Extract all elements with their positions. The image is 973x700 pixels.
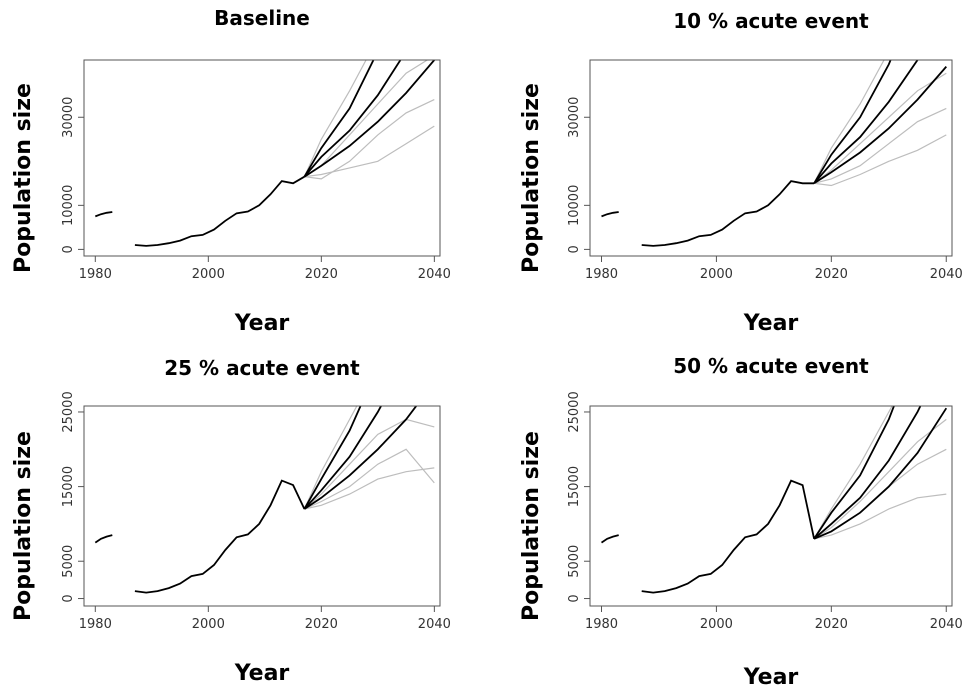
- x-axis-label: Year: [743, 665, 799, 690]
- chart-title: 25 % acute event: [164, 356, 360, 380]
- series-line: [813, 60, 892, 184]
- x-tick-label: 2040: [930, 617, 963, 632]
- series-line: [304, 418, 435, 510]
- y-tick-label: 0: [61, 245, 76, 253]
- plot-box: [83, 405, 441, 607]
- y-axis-label: Population size: [11, 431, 36, 621]
- chart-title: 50 % acute event: [673, 354, 869, 378]
- series-line: [303, 406, 362, 510]
- x-tick-label: 1980: [79, 267, 112, 282]
- series-line: [813, 406, 895, 540]
- y-tick-label: 25000: [61, 391, 76, 432]
- chart-panel: 1980 2000 2020 2040 0 10000 30000 Baseline Year P…: [11, 6, 451, 336]
- series-line: [304, 448, 435, 510]
- x-tick-label: 2020: [815, 617, 848, 632]
- x-tick-label: 2000: [700, 267, 733, 282]
- series-line: [813, 72, 947, 184]
- series-line: [303, 60, 435, 178]
- y-axis-label: Population size: [519, 83, 544, 273]
- x-tick-label: 2040: [418, 617, 451, 632]
- y-tick-label: 5000: [567, 545, 582, 578]
- lines: [94, 60, 435, 247]
- y-tick-label: 10000: [567, 185, 582, 226]
- x-axis-label: Year: [743, 311, 799, 336]
- y-tick-label: 30000: [61, 97, 76, 138]
- series-line: [303, 60, 375, 178]
- lines: [601, 406, 948, 594]
- x-axis-label: Year: [234, 661, 290, 686]
- series-line: [94, 175, 305, 247]
- lines: [94, 406, 435, 594]
- series-line: [813, 493, 947, 540]
- y-axis-label: Population size: [519, 431, 544, 621]
- x-tick-label: 1980: [585, 617, 618, 632]
- x-tick-label: 1980: [79, 617, 112, 632]
- y-tick-label: 30000: [567, 97, 582, 138]
- plot-box: [83, 59, 441, 257]
- chart-panel: 1980 2000 2020 2040 0 5000 15000 25000 25 % acut…: [11, 356, 451, 686]
- y-axis-label: Population size: [11, 83, 36, 273]
- x-tick-label: 2000: [192, 617, 225, 632]
- series-line: [303, 406, 418, 510]
- series-line: [813, 107, 947, 184]
- x-tick-label: 2040: [930, 267, 963, 282]
- series-line: [814, 134, 947, 187]
- series-line: [303, 406, 358, 510]
- series-line: [601, 180, 815, 247]
- series-line: [813, 418, 947, 540]
- chart-title: 10 % acute event: [673, 9, 869, 33]
- x-tick-label: 2020: [305, 267, 338, 282]
- y-tick-label: 15000: [567, 466, 582, 507]
- y-tick-label: 5000: [61, 545, 76, 578]
- x-tick-label: 2020: [305, 617, 338, 632]
- plot-box: [589, 405, 953, 607]
- series-line: [304, 99, 435, 180]
- y-tick-label: 15000: [61, 466, 76, 507]
- x-tick-label: 2000: [700, 617, 733, 632]
- chart-panel: 1980 2000 2020 2040 0 5000 15000 25000 50 % acut…: [519, 354, 963, 690]
- series-line: [813, 406, 893, 540]
- series-line: [304, 60, 429, 178]
- series-line: [813, 406, 922, 540]
- series-line: [813, 60, 919, 184]
- plot-box: [589, 59, 953, 257]
- series-line: [813, 407, 948, 540]
- y-tick-label: 0: [567, 245, 582, 253]
- y-tick-label: 10000: [61, 185, 76, 226]
- series-line: [303, 406, 383, 510]
- series-line: [304, 467, 435, 510]
- x-tick-label: 2020: [815, 267, 848, 282]
- x-axis-label: Year: [234, 311, 290, 336]
- series-line: [813, 66, 947, 185]
- chart-title: Baseline: [214, 6, 310, 30]
- series-line: [94, 479, 306, 594]
- x-tick-label: 2000: [192, 267, 225, 282]
- lines: [601, 60, 947, 247]
- x-tick-label: 2040: [418, 267, 451, 282]
- series-line: [303, 60, 402, 178]
- y-tick-label: 0: [567, 594, 582, 602]
- chart-panel: 1980 2000 2020 2040 0 10000 30000 10 % acute ev…: [519, 9, 963, 336]
- series-line: [813, 60, 885, 184]
- series-line: [303, 60, 367, 177]
- series-line: [304, 125, 435, 178]
- y-tick-label: 0: [61, 594, 76, 602]
- series-line: [601, 479, 815, 594]
- y-tick-label: 25000: [567, 391, 582, 432]
- x-tick-label: 1980: [585, 267, 618, 282]
